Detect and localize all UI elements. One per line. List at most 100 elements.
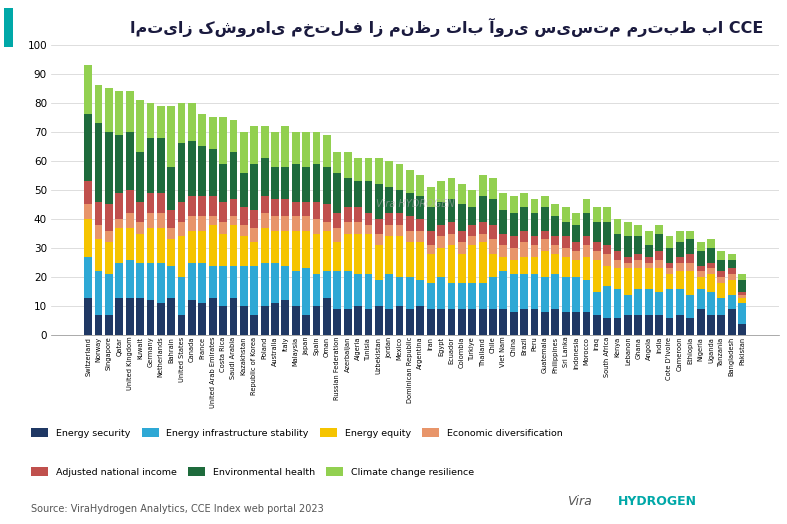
Bar	[178, 315, 186, 335]
Bar	[240, 306, 248, 335]
Bar	[500, 309, 508, 335]
Bar	[438, 202, 445, 225]
Bar	[126, 91, 134, 132]
Bar	[582, 280, 590, 312]
Bar	[260, 126, 268, 158]
Bar	[427, 231, 434, 245]
Bar	[624, 222, 632, 236]
Bar	[696, 251, 704, 266]
Text: HYDROGEN: HYDROGEN	[618, 495, 696, 508]
Bar	[541, 239, 549, 251]
Bar	[260, 228, 268, 263]
Bar	[468, 245, 476, 283]
Bar	[250, 242, 258, 266]
Bar	[416, 176, 424, 196]
Bar	[562, 236, 570, 248]
Bar	[656, 234, 663, 251]
Bar	[146, 263, 154, 300]
Bar	[116, 193, 124, 219]
Bar	[489, 277, 497, 309]
Bar	[302, 268, 310, 315]
Bar	[696, 271, 704, 277]
Bar	[178, 236, 186, 277]
Bar	[427, 187, 434, 208]
Bar	[614, 260, 622, 268]
Bar	[634, 268, 642, 289]
Bar	[84, 257, 92, 298]
Bar	[562, 248, 570, 257]
Bar	[282, 199, 290, 216]
Bar	[282, 266, 290, 300]
Bar	[718, 298, 726, 315]
Bar	[146, 193, 154, 213]
Bar	[500, 245, 508, 257]
Bar	[260, 213, 268, 228]
Bar	[634, 260, 642, 268]
Bar	[334, 152, 342, 172]
Bar	[738, 274, 746, 280]
Bar	[552, 254, 560, 274]
Bar	[468, 225, 476, 236]
Bar	[645, 245, 652, 257]
Bar	[634, 225, 642, 236]
Bar	[707, 248, 715, 263]
Bar	[458, 231, 466, 242]
Bar	[220, 266, 227, 306]
Bar	[323, 204, 331, 222]
Bar	[188, 231, 196, 263]
Bar	[489, 199, 497, 225]
Bar	[552, 204, 560, 216]
Bar	[738, 324, 746, 335]
Bar	[198, 146, 206, 196]
Bar	[406, 309, 414, 335]
Bar	[552, 236, 560, 245]
Bar	[468, 236, 476, 245]
Bar	[323, 231, 331, 271]
Bar	[240, 225, 248, 236]
Bar	[707, 274, 715, 292]
Bar	[220, 202, 227, 222]
Bar	[84, 219, 92, 257]
Bar	[458, 309, 466, 335]
Bar	[448, 178, 456, 199]
Bar	[302, 315, 310, 335]
Bar	[334, 271, 342, 309]
Bar	[375, 158, 382, 184]
Bar	[292, 231, 300, 271]
Bar	[220, 222, 227, 234]
Bar	[364, 213, 372, 225]
Bar	[396, 277, 404, 306]
Bar	[582, 245, 590, 257]
Bar	[209, 117, 216, 149]
Bar	[271, 216, 279, 231]
Bar	[728, 294, 736, 309]
Bar	[645, 257, 652, 263]
Bar	[188, 140, 196, 196]
Bar	[520, 309, 528, 335]
Bar	[541, 277, 549, 312]
Bar	[572, 213, 580, 225]
Bar	[198, 263, 206, 303]
Text: Vira HYDROGEN: Vira HYDROGEN	[376, 200, 454, 210]
Bar	[624, 263, 632, 268]
Bar	[178, 144, 186, 202]
Bar	[416, 231, 424, 242]
Bar	[645, 231, 652, 245]
Bar	[94, 271, 102, 315]
Bar	[230, 225, 238, 266]
Bar	[126, 298, 134, 335]
Bar	[593, 292, 600, 315]
Bar	[656, 260, 663, 268]
Bar	[386, 236, 393, 274]
Bar	[146, 103, 154, 138]
Bar	[530, 274, 538, 309]
Bar	[146, 213, 154, 228]
Bar	[94, 225, 102, 239]
Bar	[105, 242, 113, 274]
Bar	[530, 309, 538, 335]
Bar	[604, 245, 611, 254]
Bar	[489, 254, 497, 277]
Bar	[209, 149, 216, 196]
Bar	[448, 245, 456, 283]
Bar	[582, 199, 590, 213]
